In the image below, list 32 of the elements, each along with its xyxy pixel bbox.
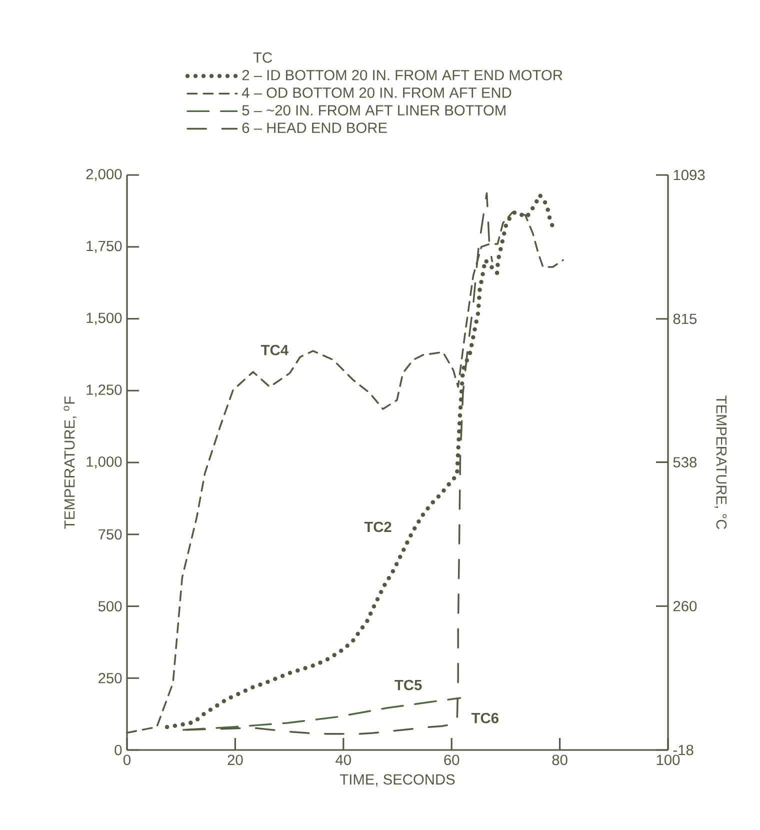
annotation: TC6 — [471, 712, 498, 724]
y2-tick-label: 538 — [673, 457, 697, 468]
y2-tick-label: 260 — [673, 600, 697, 612]
y2-tick-label: 1093 — [674, 170, 705, 180]
legend-label: 4 – OD BOTTOM 20 IN. FROM AFT END — [242, 88, 512, 98]
y-tick-label: 250 — [98, 672, 122, 684]
annotation: TC5 — [394, 680, 422, 690]
y-tick-label: 1,750 — [86, 240, 122, 253]
y2-tick-label: 815 — [673, 314, 697, 324]
y-tick-label: 1,000 — [86, 456, 122, 469]
y-tick-label: 1,500 — [86, 312, 122, 325]
y-tick-label: 500 — [98, 601, 122, 612]
y2-tick-label: -18 — [673, 744, 694, 756]
y-tick-label: 0 — [114, 744, 122, 756]
annotation: TC4 — [261, 344, 288, 356]
x-tick-label: 100 — [656, 754, 680, 766]
annotation: TC2 — [364, 522, 392, 532]
y-axis-title: TEMPERATURE, $^{o}$F — [64, 396, 76, 529]
x-tick-label: 0 — [123, 754, 130, 766]
legend-label: 6 – HEAD END BORE — [242, 122, 387, 134]
legend-label: 5 – ~20 IN. FROM AFT LINER BOTTOM — [242, 105, 506, 116]
y2-axis-title: TEMPERATURE, °C — [714, 396, 727, 530]
x-axis-title: TIME, SECONDS — [340, 774, 455, 786]
x-tick-label: 20 — [228, 754, 243, 766]
x-tick-label: 60 — [444, 754, 460, 766]
y-tick-label: 2,000 — [86, 168, 122, 182]
x-tick-label: 40 — [336, 754, 351, 766]
y-tick-label: 1,250 — [86, 384, 122, 397]
x-tick-label: 80 — [552, 754, 568, 766]
legend-title: TC — [253, 52, 272, 63]
legend-label: 2 – ID BOTTOM 20 IN. FROM AFT END MOTOR — [242, 70, 562, 80]
y-tick-label: 750 — [98, 529, 122, 540]
